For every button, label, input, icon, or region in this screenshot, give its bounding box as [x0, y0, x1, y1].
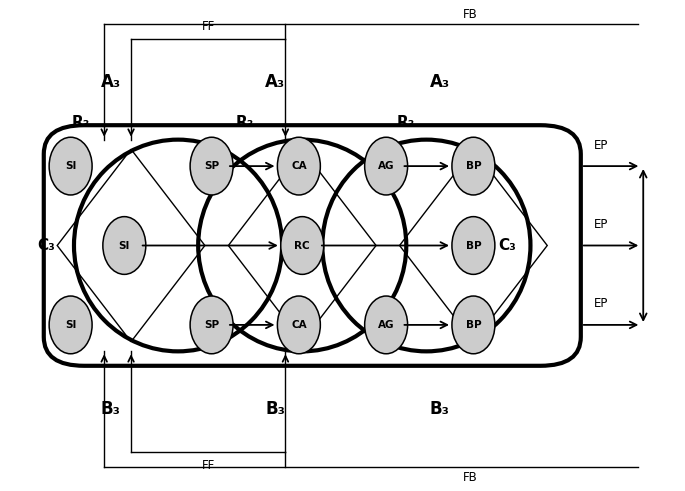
Text: AG: AG [378, 161, 395, 171]
Text: BP: BP [466, 161, 482, 171]
Ellipse shape [277, 296, 321, 354]
Text: A₃: A₃ [265, 73, 286, 91]
Text: SP: SP [204, 161, 219, 171]
Ellipse shape [49, 137, 92, 195]
Text: EP: EP [594, 218, 608, 231]
Text: BP: BP [466, 241, 482, 250]
Text: R₃: R₃ [71, 115, 90, 130]
Text: FF: FF [201, 460, 215, 472]
Text: BP: BP [466, 320, 482, 330]
Ellipse shape [364, 137, 408, 195]
Text: R₃: R₃ [236, 115, 254, 130]
Text: AG: AG [378, 320, 395, 330]
Ellipse shape [49, 296, 92, 354]
Ellipse shape [277, 137, 321, 195]
Text: EP: EP [594, 298, 608, 310]
Ellipse shape [281, 217, 324, 274]
Ellipse shape [452, 137, 495, 195]
Ellipse shape [364, 296, 408, 354]
Text: RC: RC [295, 241, 310, 250]
Text: B₃: B₃ [430, 400, 450, 418]
Ellipse shape [190, 296, 233, 354]
Ellipse shape [452, 296, 495, 354]
Text: CA: CA [291, 161, 307, 171]
Text: SI: SI [65, 320, 76, 330]
Text: SI: SI [65, 161, 76, 171]
Text: C₃: C₃ [498, 238, 516, 253]
Text: SP: SP [204, 320, 219, 330]
Ellipse shape [190, 137, 233, 195]
Text: CA: CA [291, 320, 307, 330]
Text: B₃: B₃ [101, 400, 121, 418]
Ellipse shape [452, 217, 495, 274]
Text: SI: SI [119, 241, 130, 250]
Text: A₃: A₃ [429, 73, 450, 91]
Text: A₃: A₃ [101, 73, 121, 91]
Text: C₃: C₃ [37, 238, 55, 253]
Text: FB: FB [462, 8, 477, 21]
Ellipse shape [103, 217, 146, 274]
Text: EP: EP [594, 138, 608, 152]
Text: FB: FB [462, 471, 477, 484]
Text: R₃: R₃ [397, 115, 416, 130]
Text: FF: FF [201, 20, 215, 33]
Text: B₃: B₃ [265, 400, 286, 418]
